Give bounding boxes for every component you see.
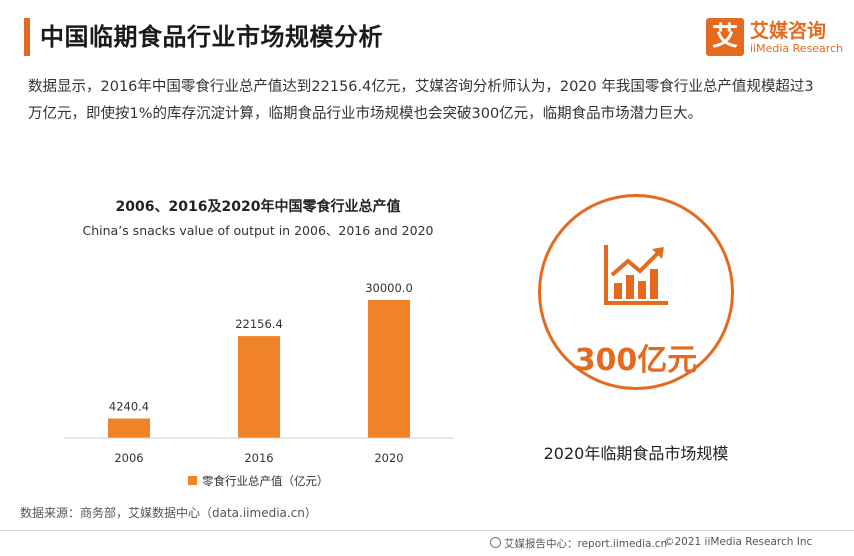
bar-2020: [368, 300, 410, 438]
market-size-circle: 300亿元: [538, 194, 734, 390]
x-tick-2020: 2020: [374, 451, 403, 465]
bar-2006: [108, 418, 150, 438]
data-source: 数据来源：商务部，艾媒数据中心（data.iimedia.cn）: [20, 506, 317, 520]
market-size-caption: 2020年临期食品市场规模: [543, 444, 729, 463]
title-accent-bar: [24, 18, 30, 56]
footer-copyright: ©2021 iiMedia Research Inc: [664, 536, 813, 548]
data-label-2016: 22156.4: [235, 317, 283, 331]
logo-mark: 艾: [706, 18, 744, 56]
logo-en-text: iiMedia Research: [750, 42, 844, 55]
x-tick-2006: 2006: [114, 451, 143, 465]
brand-logo: 艾 艾媒咨询 iiMedia Research: [706, 16, 846, 62]
description-text: 数据显示，2016年中国零食行业总产值达到22156.4亿元，艾媒咨询分析师认为…: [28, 79, 814, 122]
legend-label: 零食行业总产值（亿元）: [202, 474, 329, 488]
footer-report-center: 艾媒报告中心：report.iimedia.cn: [490, 536, 667, 551]
bar-2016: [238, 336, 280, 438]
globe-icon: [490, 537, 501, 548]
page-title: 中国临期食品行业市场规模分析: [40, 23, 383, 51]
footer-left-text: 艾媒报告中心：report.iimedia.cn: [504, 538, 668, 550]
x-tick-2016: 2016: [244, 451, 273, 465]
footer-divider: [0, 530, 854, 531]
logo-cn-text: 艾媒咨询: [750, 20, 827, 42]
chart-subtitle: China’s snacks value of output in 2006、2…: [83, 223, 434, 238]
bar-chart: 2006、2016及2020年中国零食行业总产值 China’s snacks …: [64, 198, 454, 488]
chart-title: 2006、2016及2020年中国零食行业总产值: [116, 198, 401, 215]
data-label-2006: 4240.4: [109, 399, 149, 413]
data-label-2020: 30000.0: [365, 281, 413, 295]
bar-chart-growth-icon: [604, 245, 668, 305]
market-size-value: 300亿元: [574, 343, 698, 378]
legend-swatch: [188, 476, 197, 485]
